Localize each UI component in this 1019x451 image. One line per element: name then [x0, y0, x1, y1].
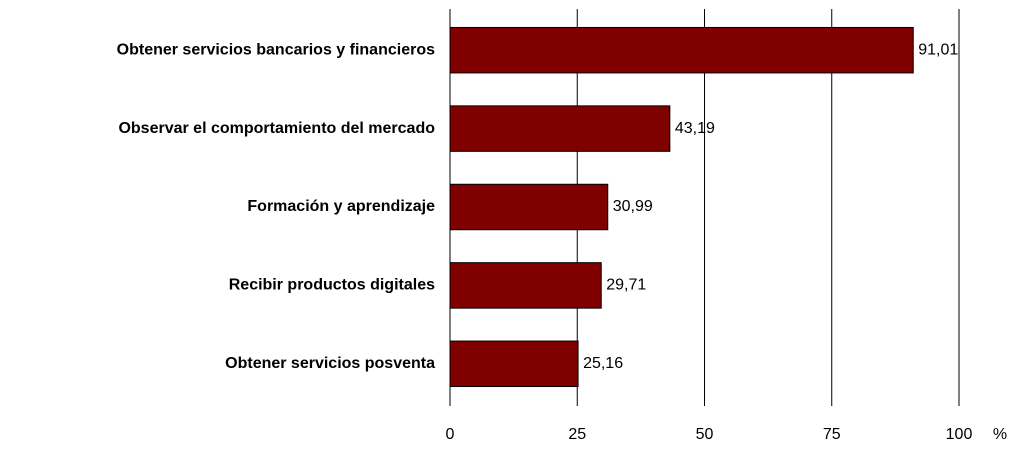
- bar: [449, 340, 579, 388]
- bar: [449, 105, 671, 152]
- bar: [449, 26, 914, 74]
- x-tick-label: 0: [446, 426, 455, 443]
- data-label: 91,01: [918, 41, 958, 58]
- y-tick-label: Formación y aprendizaje: [247, 198, 435, 215]
- x-tick-label: 75: [823, 426, 841, 443]
- x-tick-label: 25: [568, 426, 586, 443]
- data-label: 29,71: [606, 277, 646, 294]
- y-tick-label: Obtener servicios bancarios y financiero…: [117, 41, 435, 58]
- bar: [449, 262, 602, 309]
- data-label: 43,19: [675, 120, 715, 137]
- x-tick-label: 50: [696, 426, 714, 443]
- x-axis-label: %: [993, 426, 1007, 443]
- y-tick-label: Recibir productos digitales: [229, 277, 435, 294]
- y-tick-label: Obtener servicios posventa: [225, 355, 435, 372]
- y-tick-label: Observar el comportamiento del mercado: [118, 120, 435, 137]
- bar: [449, 183, 609, 231]
- data-label: 25,16: [583, 355, 623, 372]
- x-tick-label: 100: [946, 426, 973, 443]
- data-label: 30,99: [613, 198, 653, 215]
